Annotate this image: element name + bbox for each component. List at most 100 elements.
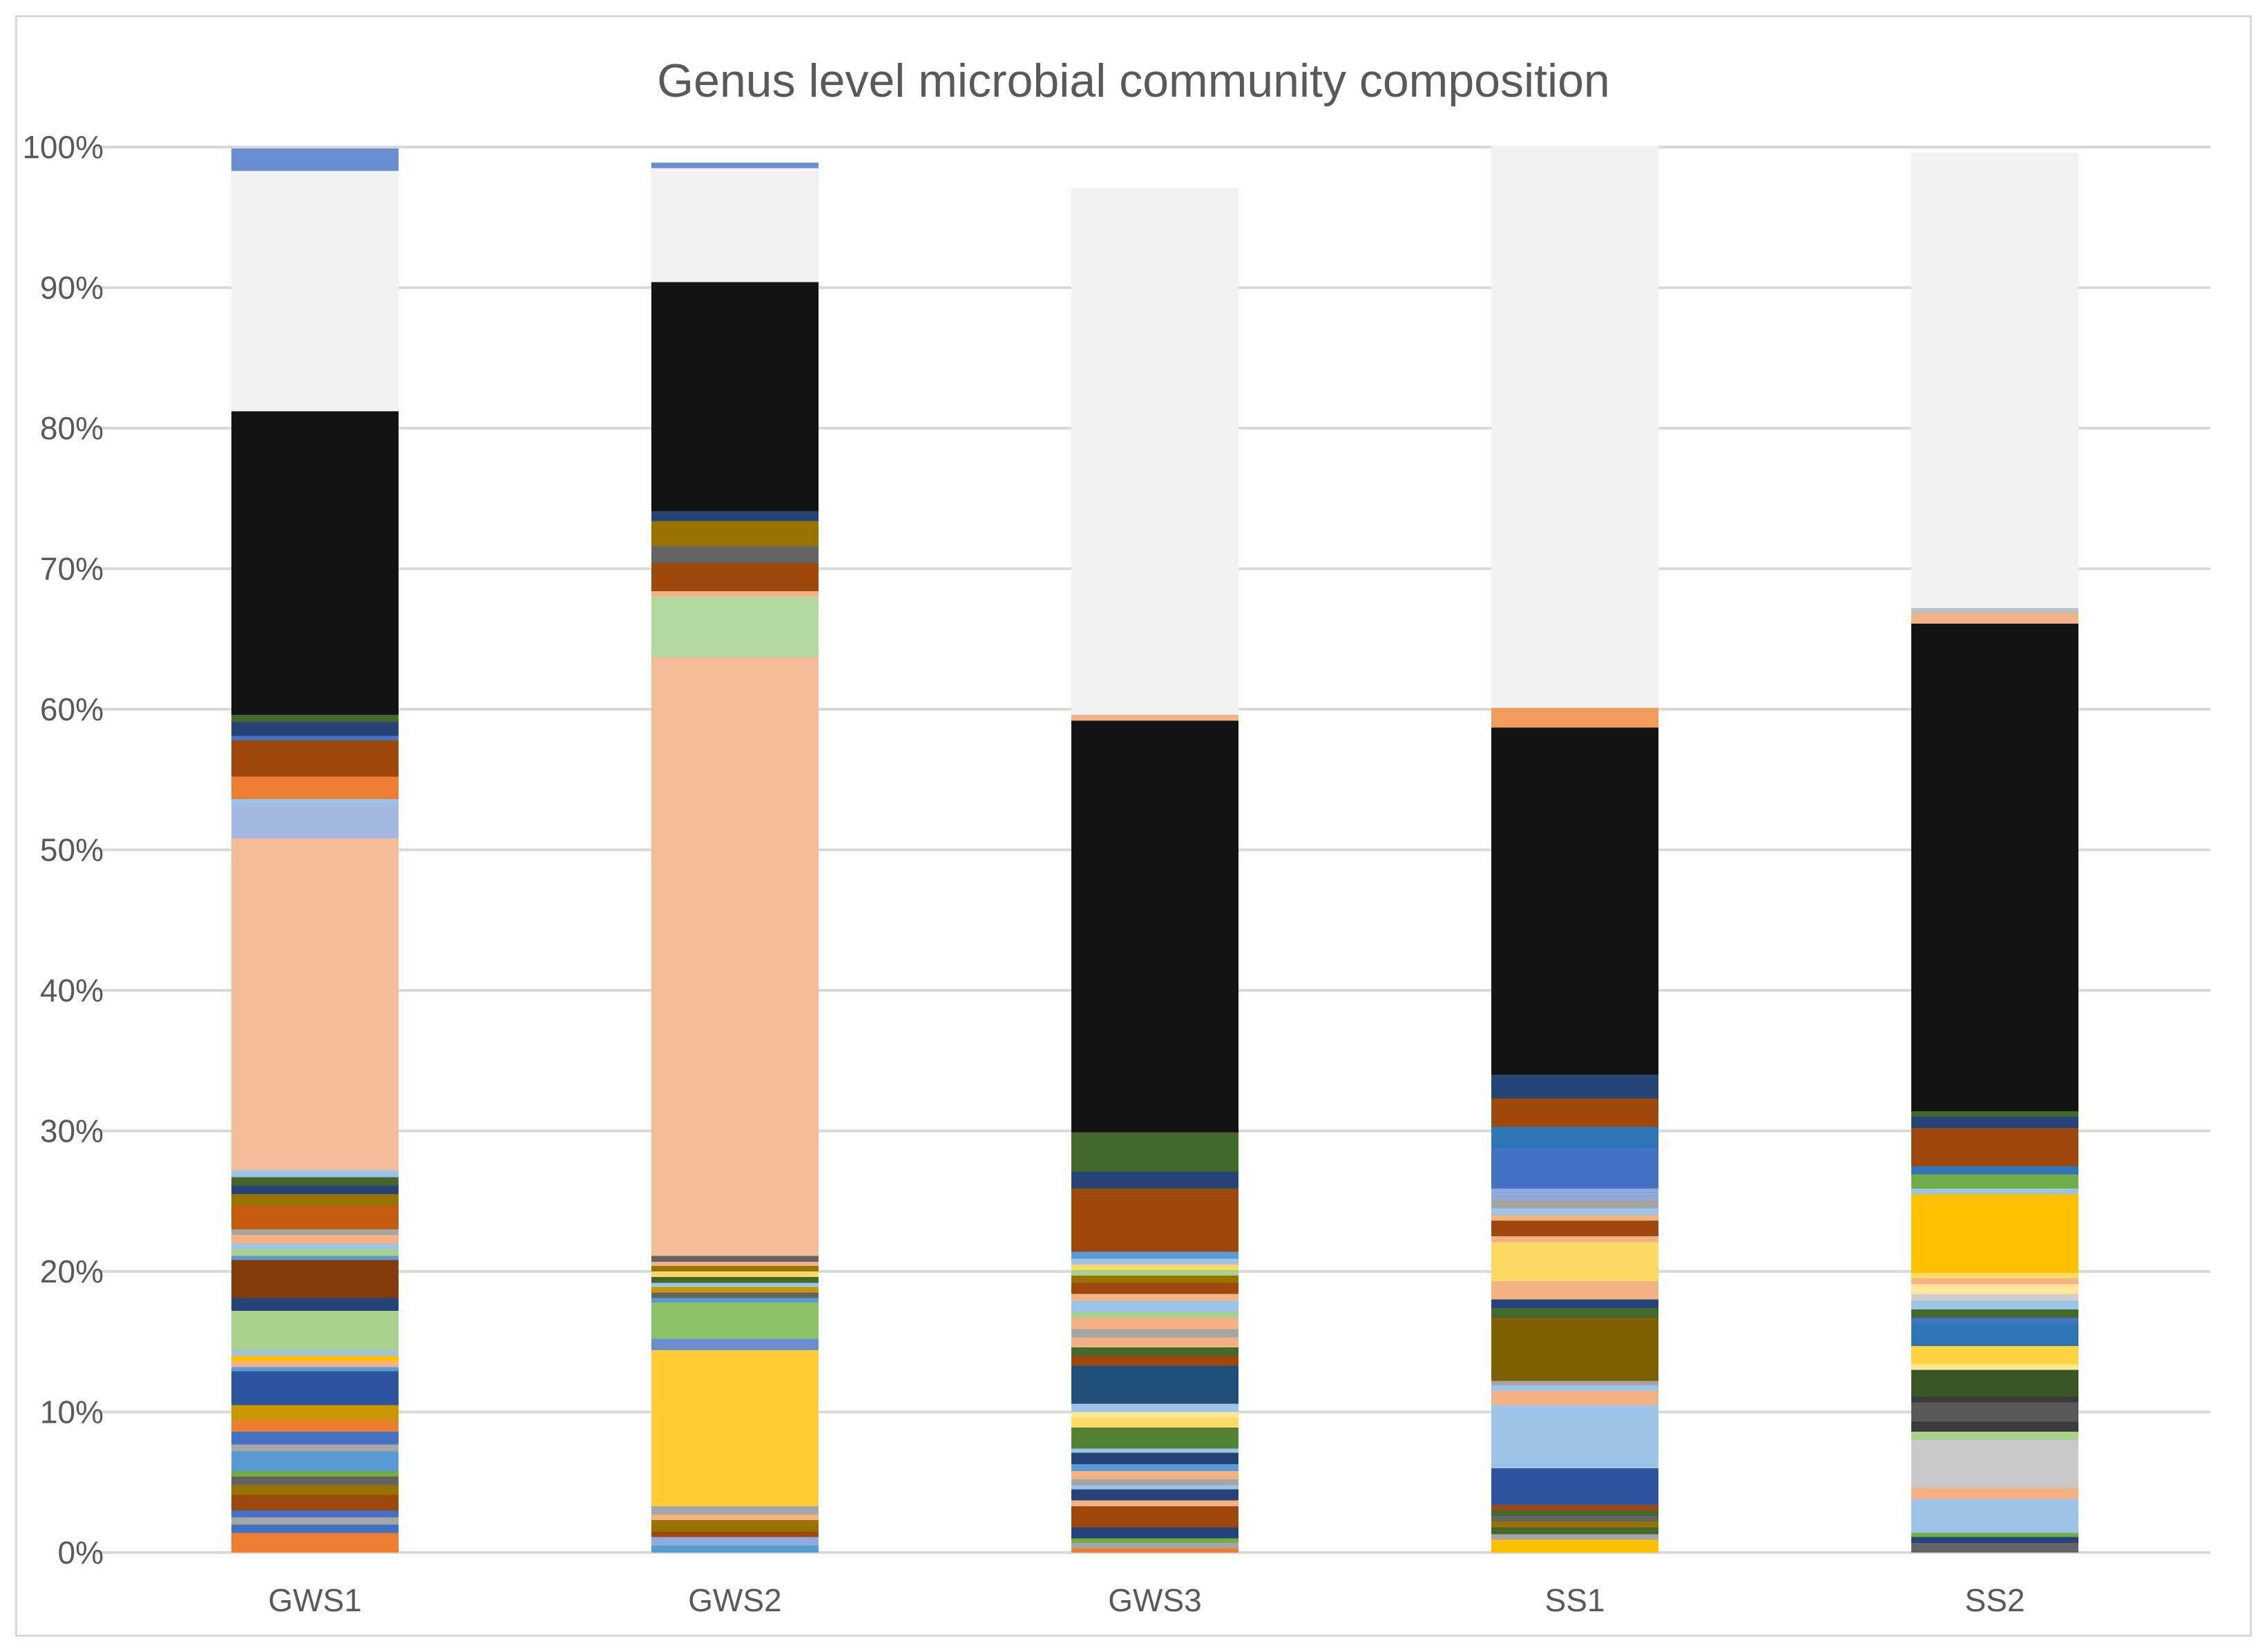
bar-segment xyxy=(651,282,819,512)
bar-segment xyxy=(231,1194,399,1206)
bar-segment xyxy=(1491,1188,1658,1200)
bar-segment xyxy=(1491,1390,1658,1405)
bar-segment xyxy=(231,1185,399,1195)
bar-segment xyxy=(1071,1294,1238,1301)
bar-gws2 xyxy=(651,162,819,1553)
bar-segment xyxy=(1491,1307,1658,1318)
y-tick-label: 30% xyxy=(40,1113,104,1149)
x-tick-label: SS1 xyxy=(1545,1582,1605,1618)
bar-segment xyxy=(231,1256,399,1260)
bar-segment xyxy=(231,1451,399,1471)
bar-segment xyxy=(231,171,399,412)
bar-segment xyxy=(231,1356,399,1362)
x-tick-label: SS2 xyxy=(1965,1582,2025,1618)
y-tick-label: 20% xyxy=(40,1254,104,1289)
bar-segment xyxy=(1491,1220,1658,1237)
bar-segment xyxy=(1071,1171,1238,1189)
bar-segment xyxy=(1491,1468,1658,1505)
bar-segment xyxy=(1071,1538,1238,1543)
bar-segment xyxy=(1491,1527,1658,1535)
bar-segment xyxy=(1071,1264,1238,1270)
bar-segment xyxy=(1491,1147,1658,1189)
bar-segment xyxy=(651,1338,819,1350)
bar-segment xyxy=(1911,613,2078,624)
bar-segment xyxy=(231,1243,399,1249)
bar-segment xyxy=(231,1524,399,1533)
bar-segment xyxy=(1071,1403,1238,1412)
bar-segment xyxy=(1491,1200,1658,1209)
y-tick-label: 100% xyxy=(22,129,104,165)
bar-segment xyxy=(1071,1337,1238,1347)
bar-segment xyxy=(231,1298,399,1311)
y-tick-label: 10% xyxy=(40,1394,104,1430)
bar-ss2 xyxy=(1911,153,2078,1553)
bar-segment xyxy=(231,1485,399,1495)
bar-segment xyxy=(651,1350,819,1506)
bar-segment xyxy=(231,1420,399,1432)
bar-segment xyxy=(231,722,399,736)
bar-segment xyxy=(1911,1499,2078,1533)
bar-segment xyxy=(1071,1132,1238,1172)
bar-segment xyxy=(1911,1284,2078,1294)
bar-segment xyxy=(651,546,819,564)
bar-segment xyxy=(651,591,819,597)
bar-segment xyxy=(231,1533,399,1553)
bar-segment xyxy=(231,1205,399,1229)
bar-segment xyxy=(651,563,819,592)
bar-segment xyxy=(1911,1402,2078,1422)
bar-segment xyxy=(651,1302,819,1339)
bar-segment xyxy=(1491,1381,1658,1385)
bar-segment xyxy=(1491,1126,1658,1148)
bar-segment xyxy=(1911,608,2078,614)
bar-segment xyxy=(1071,1276,1238,1283)
bar-segment xyxy=(1491,1504,1658,1510)
bar-segment xyxy=(1911,1174,2078,1189)
bar-segment xyxy=(1071,1251,1238,1259)
bar-segment xyxy=(1071,1427,1238,1449)
bar-segment xyxy=(1071,1347,1238,1356)
bar-segment xyxy=(231,148,399,171)
bar-segment xyxy=(1491,1405,1658,1468)
y-tick-label: 70% xyxy=(40,551,104,587)
bar-segment xyxy=(651,1537,819,1546)
bar-segment xyxy=(231,1517,399,1525)
bar-segment xyxy=(231,1310,399,1350)
bar-segment xyxy=(1491,707,1658,728)
bar-segment xyxy=(1071,1329,1238,1338)
bar-segment xyxy=(231,1477,399,1486)
bar-segment xyxy=(651,1277,819,1283)
y-tick-label: 40% xyxy=(40,972,104,1008)
bar-segment xyxy=(231,1260,399,1298)
bar-segment xyxy=(1491,1539,1658,1553)
bar-segment xyxy=(231,805,399,839)
bar-segment xyxy=(1071,188,1238,715)
bar-segment xyxy=(231,1444,399,1452)
bar-segment xyxy=(1491,145,1658,708)
bar-segment xyxy=(1911,153,2078,608)
bar-segment xyxy=(1911,1370,2078,1397)
y-tick-label: 90% xyxy=(40,270,104,306)
bar-segment xyxy=(651,1520,819,1532)
bar-segment xyxy=(1491,1281,1658,1300)
bar-segment xyxy=(1071,1479,1238,1486)
bar-segment xyxy=(651,1271,819,1278)
bar-segment xyxy=(1491,1516,1658,1522)
bar-segment xyxy=(1911,1128,2078,1166)
bar-segment xyxy=(1491,1385,1658,1391)
bar-segment xyxy=(1491,1098,1658,1127)
bar-segment xyxy=(1491,1534,1658,1540)
bar-segment xyxy=(231,1431,399,1445)
chart-title: Genus level microbial community composit… xyxy=(657,55,1609,107)
bar-segment xyxy=(231,715,399,722)
bar-segment xyxy=(1911,1117,2078,1128)
bar-segment xyxy=(1071,1188,1238,1252)
bar-segment xyxy=(231,1405,399,1421)
bar-segment xyxy=(1071,720,1238,1133)
bar-segment xyxy=(1911,623,2078,1112)
bar-segment xyxy=(651,1261,819,1266)
bar-segment xyxy=(651,1283,819,1287)
bar-segment xyxy=(1911,1431,2078,1441)
bars xyxy=(231,145,2078,1553)
bar-segment xyxy=(1071,1485,1238,1490)
